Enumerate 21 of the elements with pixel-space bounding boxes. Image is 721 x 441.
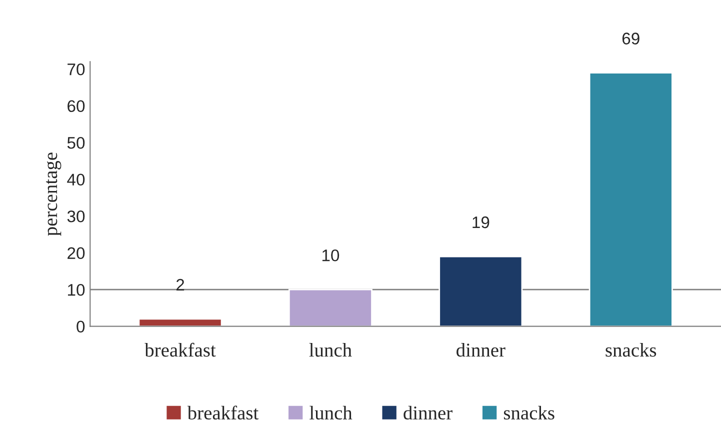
legend-label: breakfast xyxy=(187,406,259,420)
y-tick-label: 70 xyxy=(68,63,85,76)
y-tick-label: 30 xyxy=(67,210,85,222)
y-tick-label: 20 xyxy=(68,247,85,260)
data-label: 19 xyxy=(472,216,490,228)
y-tick-label: 40 xyxy=(67,174,85,186)
legend-label: dinner xyxy=(404,406,452,420)
x-tick-label: breakfast xyxy=(144,342,216,357)
y-tick-label: 10 xyxy=(68,284,85,296)
data-label: 10 xyxy=(322,249,340,262)
y-tick-label: 60 xyxy=(68,100,85,112)
y-tick-label: 0 xyxy=(76,320,85,333)
legend-label: lunch xyxy=(310,406,352,420)
x-tick-label: lunch xyxy=(309,343,352,357)
y-tick-label: 50 xyxy=(67,136,85,149)
x-tick-label: dinner xyxy=(456,343,506,357)
data-label: 2 xyxy=(176,278,184,291)
data-label: 69 xyxy=(622,32,640,44)
legend-label: snacks xyxy=(504,406,554,420)
y-axis-title: percentage xyxy=(46,152,62,236)
x-tick-label: snacks xyxy=(606,343,656,357)
